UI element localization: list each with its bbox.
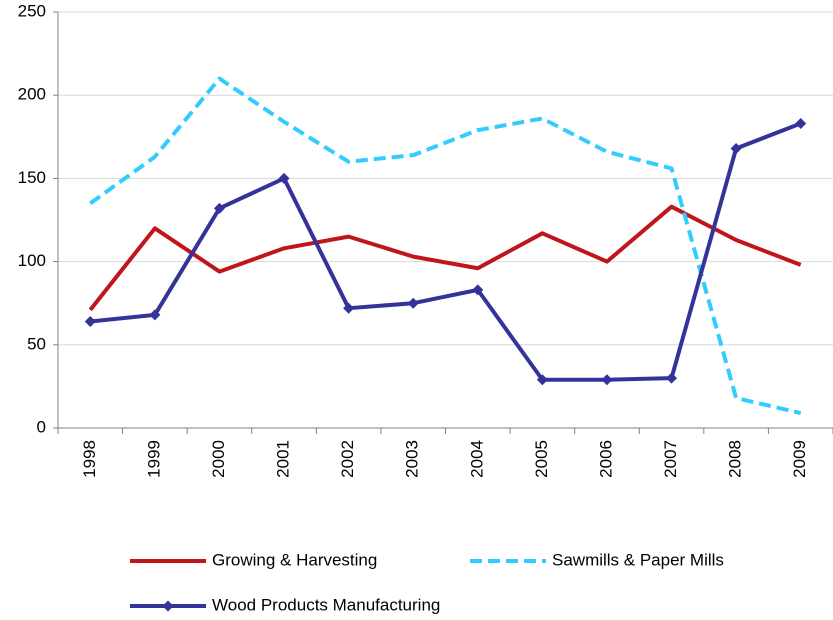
x-tick-label: 2007: [661, 440, 680, 478]
data-point: [666, 372, 678, 384]
legend-label: Sawmills & Paper Mills: [552, 550, 724, 569]
data-point: [149, 309, 161, 321]
x-tick-label: 1998: [80, 440, 99, 478]
legend-label: Growing & Harvesting: [212, 550, 377, 569]
data-point: [278, 172, 290, 184]
y-tick-label: 150: [18, 168, 46, 187]
data-point: [536, 374, 548, 386]
data-point: [407, 297, 419, 309]
x-tick-label: 2000: [209, 440, 228, 478]
data-point: [472, 284, 484, 296]
legend-item: Wood Products Manufacturing: [130, 595, 440, 614]
legend-label: Wood Products Manufacturing: [212, 595, 440, 614]
x-tick-label: 1999: [144, 440, 163, 478]
y-tick-label: 0: [37, 417, 46, 436]
legend-item: Sawmills & Paper Mills: [470, 550, 724, 569]
x-tick-label: 2006: [596, 440, 615, 478]
x-tick-label: 2008: [726, 440, 745, 478]
series-line: [89, 76, 802, 415]
data-point: [343, 302, 355, 314]
x-tick-label: 2004: [467, 440, 486, 478]
data-point: [213, 202, 225, 214]
legend-item: Growing & Harvesting: [130, 550, 377, 569]
series-line: [88, 204, 802, 312]
x-tick-label: 2003: [403, 440, 422, 478]
data-point: [84, 316, 96, 328]
y-tick-label: 250: [18, 1, 46, 20]
x-tick-label: 2001: [274, 440, 293, 478]
data-point: [601, 374, 613, 386]
data-point: [730, 142, 742, 154]
legend-marker: [162, 600, 174, 612]
data-point: [795, 117, 807, 129]
x-tick-label: 2005: [532, 440, 551, 478]
y-tick-label: 200: [18, 85, 46, 104]
series-line: [90, 121, 802, 382]
x-tick-label: 2009: [790, 440, 809, 478]
y-tick-label: 100: [18, 251, 46, 270]
x-tick-label: 2002: [338, 440, 357, 478]
y-tick-label: 50: [27, 334, 46, 353]
